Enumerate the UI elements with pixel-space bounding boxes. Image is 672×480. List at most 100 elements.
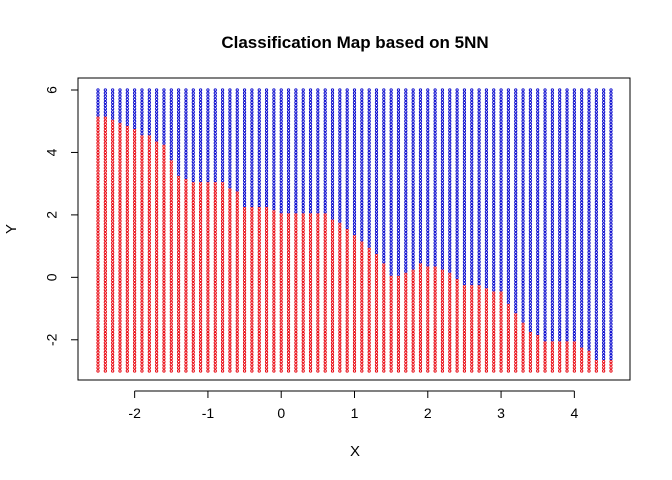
point-blue (177, 119, 181, 123)
point-red (111, 306, 115, 311)
point-blue (257, 116, 261, 120)
point-red (396, 344, 401, 348)
point-red (96, 122, 100, 126)
point-red (125, 350, 129, 354)
point-red (294, 338, 298, 342)
point-red (213, 347, 217, 351)
point-blue (345, 172, 349, 176)
point-red (228, 210, 232, 214)
point-blue (404, 194, 408, 198)
point-red (301, 310, 305, 314)
point-red (162, 216, 166, 220)
point-blue (404, 157, 408, 161)
point-red (228, 363, 232, 367)
point-red (169, 313, 173, 317)
point-red (103, 322, 107, 326)
point-blue (492, 172, 496, 176)
point-blue (352, 94, 357, 98)
point-red (272, 294, 276, 298)
point-red (206, 344, 210, 348)
point-red (147, 241, 151, 245)
point-red (125, 241, 129, 245)
point-blue (338, 175, 342, 180)
point-blue (133, 107, 137, 111)
point-blue (352, 88, 357, 92)
point-blue (155, 91, 159, 95)
point-red (352, 350, 357, 354)
point-blue (345, 116, 349, 120)
point-blue (448, 228, 452, 233)
point-red (338, 338, 342, 342)
point-blue (455, 166, 459, 170)
point-red (133, 288, 137, 292)
point-blue (352, 232, 357, 236)
point-blue (213, 94, 217, 98)
point-red (199, 238, 203, 242)
point-blue (345, 169, 349, 173)
point-blue (191, 91, 195, 95)
point-blue (367, 216, 371, 220)
point-red (220, 363, 225, 367)
point-blue (477, 182, 481, 186)
point-red (111, 203, 115, 208)
point-red (118, 238, 122, 242)
point-red (162, 185, 166, 189)
point-red (257, 213, 261, 217)
point-blue (367, 128, 371, 133)
point-blue (382, 210, 386, 214)
point-red (286, 335, 291, 339)
point-red (242, 281, 247, 286)
point-red (162, 175, 166, 180)
point-blue (418, 128, 423, 133)
point-blue (389, 232, 393, 236)
point-blue (257, 141, 261, 145)
point-red (103, 341, 107, 345)
point-red (382, 316, 386, 320)
point-red (396, 319, 401, 323)
point-red (301, 300, 305, 304)
point-red (96, 200, 100, 204)
point-red (191, 303, 195, 308)
point-red (250, 228, 254, 233)
point-blue (286, 185, 291, 189)
point-red (118, 269, 122, 273)
point-blue (279, 207, 283, 211)
point-red (103, 147, 107, 151)
point-blue (433, 128, 437, 133)
point-red (155, 244, 159, 248)
point-red (184, 238, 188, 242)
point-red (250, 275, 254, 279)
point-blue (404, 219, 408, 223)
point-red (492, 366, 496, 370)
point-red (220, 306, 225, 311)
point-red (184, 207, 188, 211)
point-red (118, 356, 122, 361)
point-red (389, 310, 393, 314)
point-red (418, 325, 423, 329)
point-blue (352, 169, 357, 173)
point-blue (199, 153, 203, 158)
point-blue (360, 153, 364, 158)
point-blue (345, 100, 349, 105)
point-blue (470, 194, 474, 198)
point-red (184, 232, 188, 236)
point-red (279, 266, 283, 270)
point-red (235, 278, 239, 283)
point-red (228, 297, 232, 301)
point-red (111, 250, 115, 254)
point-blue (147, 104, 151, 108)
point-blue (484, 278, 489, 283)
point-blue (184, 116, 188, 120)
point-red (125, 363, 129, 367)
point-blue (492, 200, 496, 204)
point-red (103, 197, 107, 201)
point-blue (477, 116, 481, 120)
point-red (228, 247, 232, 251)
point-red (184, 331, 188, 336)
point-blue (470, 200, 474, 204)
point-blue (286, 188, 291, 192)
point-red (184, 228, 188, 233)
point-red (162, 197, 166, 201)
point-blue (279, 141, 283, 145)
point-blue (257, 197, 261, 201)
